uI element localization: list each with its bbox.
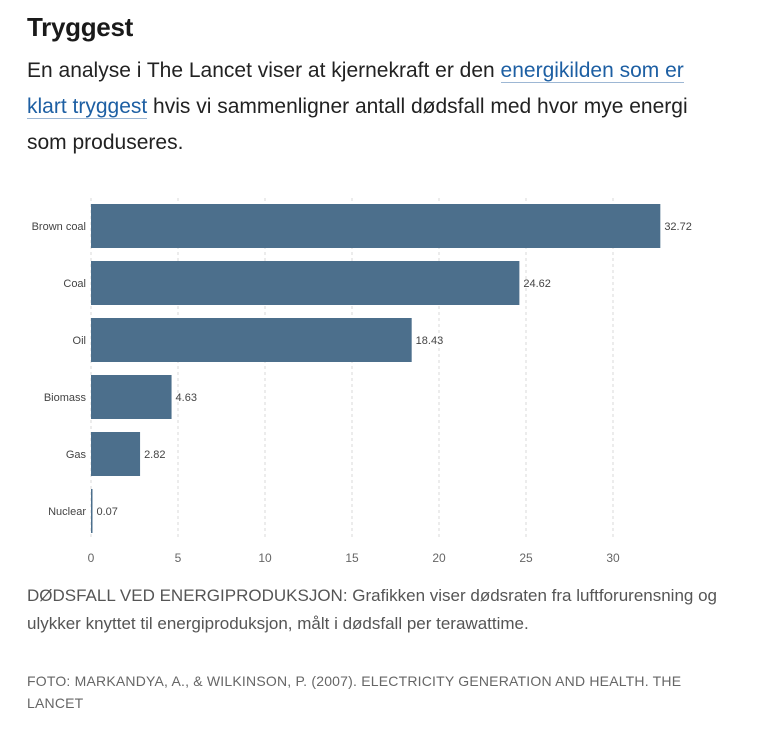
x-tick-label: 30 [606, 551, 620, 565]
gridlines [90, 198, 614, 540]
x-tick-label: 10 [258, 551, 272, 565]
intro-text-end: hvis vi sammenligner antall dødsfall med… [27, 95, 688, 154]
category-label: Biomass [44, 392, 87, 404]
x-tick-label: 20 [432, 551, 446, 565]
bar-coal [91, 261, 520, 305]
x-tick-label: 0 [88, 551, 95, 565]
value-label: 4.63 [176, 392, 197, 404]
value-label: 0.07 [97, 506, 118, 518]
bar-chart: Brown coal Coal Oil Biomass Gas Nuclear 32.72… [32, 198, 692, 565]
category-label: Nuclear [48, 506, 86, 518]
intro-text: En analyse i The Lancet viser at kjernek… [27, 59, 501, 82]
value-labels: 32.72 24.62 18.43 4.63 2.82 0.07 [97, 221, 692, 518]
source-link[interactable]: energikilden som er klart tryggest [27, 59, 684, 119]
category-labels: Brown coal Coal Oil Biomass Gas Nuclear [32, 221, 87, 518]
category-label: Gas [66, 449, 87, 461]
value-label: 18.43 [416, 335, 444, 347]
value-label: 2.82 [144, 449, 165, 461]
value-label: 24.62 [523, 278, 551, 290]
headline: Tryggest [27, 12, 133, 42]
bars [91, 204, 661, 533]
category-label: Coal [63, 278, 86, 290]
bar-brown-coal [91, 204, 661, 248]
category-label: Brown coal [32, 221, 86, 233]
value-label: 32.72 [664, 221, 692, 233]
category-label: Oil [73, 335, 86, 347]
bar-oil [91, 318, 412, 362]
figure-caption: DØDSFALL VED ENERGIPRODUKSJON: Grafikken… [27, 586, 718, 633]
bar-biomass [91, 375, 172, 419]
x-tick-label: 25 [519, 551, 533, 565]
bar-gas [91, 432, 141, 476]
x-tick-labels: 0 5 10 15 20 25 30 [88, 551, 620, 565]
x-tick-label: 5 [175, 551, 182, 565]
intro-paragraph: En analyse i The Lancet viser at kjernek… [27, 53, 727, 161]
x-tick-label: 15 [345, 551, 359, 565]
photo-credit: FOTO: MARKANDYA, A., & WILKINSON, P. (20… [27, 673, 682, 711]
bar-nuclear [91, 489, 93, 533]
